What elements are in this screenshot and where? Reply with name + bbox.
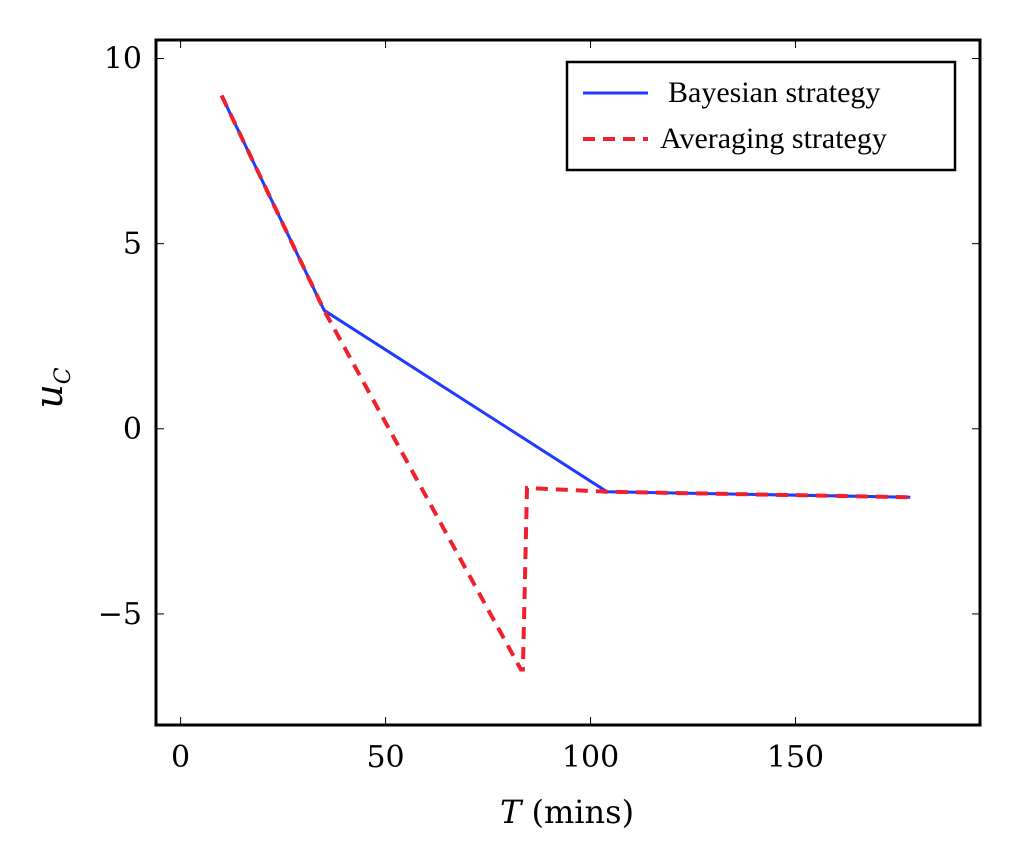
x-axis-unit: (mins) [521,793,634,831]
x-tick-label: 100 [562,740,619,775]
tick-labels: 0 50 100 150 −5 0 5 10 [98,42,824,775]
x-axis-variable: T [500,793,524,831]
y-tick-label: −5 [98,597,142,632]
legend-label-bayesian: Bayesian strategy [668,76,880,109]
x-tick-label: 0 [171,740,190,775]
y-axis-variable: u [27,384,71,408]
legend-label-averaging: Averaging strategy [660,122,887,155]
y-axis-label: uC [27,367,76,408]
x-axis-label: T (mins) [500,793,634,831]
y-tick-label: 0 [123,412,142,447]
y-tick-label: 5 [123,227,142,262]
y-axis-subscript: C [51,367,76,384]
x-tick-label: 50 [366,740,404,775]
series-line-averaging [219,94,911,672]
plot-frame [154,38,982,727]
legend-box [565,60,957,172]
legend: Bayesian strategy Averaging strategy [565,60,957,172]
x-tick-label: 150 [767,740,824,775]
series-layer [219,94,911,672]
y-tick-label: 10 [104,42,142,77]
